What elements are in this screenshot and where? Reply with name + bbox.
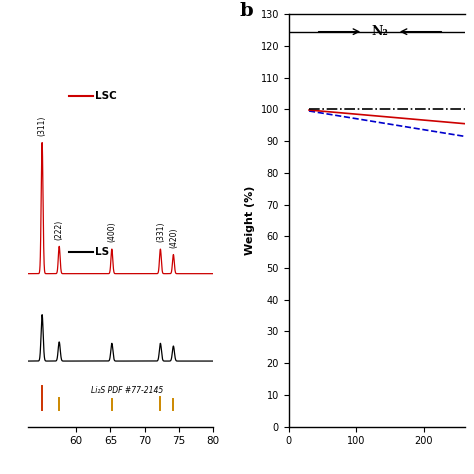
Text: (311): (311) bbox=[37, 115, 46, 136]
Y-axis label: Weight (%): Weight (%) bbox=[245, 186, 255, 255]
Text: N₂: N₂ bbox=[372, 25, 388, 38]
Text: (331): (331) bbox=[156, 222, 165, 242]
Text: LS: LS bbox=[95, 247, 109, 257]
Text: (400): (400) bbox=[107, 222, 116, 242]
Text: (222): (222) bbox=[55, 219, 64, 239]
Text: LSC: LSC bbox=[95, 91, 117, 101]
Text: (420): (420) bbox=[169, 227, 178, 248]
Text: b: b bbox=[239, 2, 253, 20]
Text: Li₂S PDF #77-2145: Li₂S PDF #77-2145 bbox=[91, 386, 164, 395]
